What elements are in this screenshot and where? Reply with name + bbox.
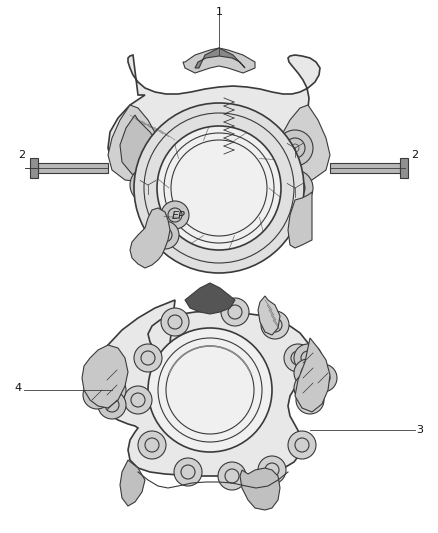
Polygon shape xyxy=(288,192,312,248)
Circle shape xyxy=(288,431,316,459)
Circle shape xyxy=(174,458,202,486)
Circle shape xyxy=(309,364,337,392)
Circle shape xyxy=(157,126,281,250)
Circle shape xyxy=(296,386,324,414)
Polygon shape xyxy=(108,55,320,247)
Circle shape xyxy=(134,103,304,273)
Circle shape xyxy=(284,344,312,372)
Circle shape xyxy=(261,311,289,339)
Circle shape xyxy=(83,381,111,409)
Circle shape xyxy=(98,391,126,419)
Text: 4: 4 xyxy=(14,383,21,393)
Text: EP: EP xyxy=(172,211,186,221)
Circle shape xyxy=(294,359,322,387)
Polygon shape xyxy=(38,163,108,173)
Circle shape xyxy=(151,221,179,249)
Text: 1: 1 xyxy=(215,7,223,17)
Text: 3: 3 xyxy=(417,425,424,435)
Polygon shape xyxy=(258,296,280,335)
Polygon shape xyxy=(120,460,145,506)
Polygon shape xyxy=(263,105,330,182)
Polygon shape xyxy=(30,158,38,178)
Polygon shape xyxy=(82,345,128,408)
Polygon shape xyxy=(108,105,175,182)
Text: 2: 2 xyxy=(411,150,419,160)
Circle shape xyxy=(130,167,166,203)
Polygon shape xyxy=(400,158,408,178)
Polygon shape xyxy=(295,338,330,412)
Circle shape xyxy=(98,361,126,389)
Circle shape xyxy=(138,431,166,459)
Circle shape xyxy=(134,344,162,372)
Polygon shape xyxy=(330,163,400,173)
Circle shape xyxy=(277,130,313,166)
Circle shape xyxy=(98,376,126,404)
Polygon shape xyxy=(183,48,255,73)
Circle shape xyxy=(258,456,286,484)
Circle shape xyxy=(294,374,322,402)
Circle shape xyxy=(221,298,249,326)
Circle shape xyxy=(294,344,322,372)
Polygon shape xyxy=(120,115,168,178)
Polygon shape xyxy=(90,300,310,476)
Circle shape xyxy=(161,308,189,336)
Polygon shape xyxy=(130,208,170,268)
Circle shape xyxy=(161,201,189,229)
Polygon shape xyxy=(195,48,245,68)
Circle shape xyxy=(218,462,246,490)
Circle shape xyxy=(148,328,272,452)
Text: 2: 2 xyxy=(18,150,25,160)
Circle shape xyxy=(124,386,152,414)
Polygon shape xyxy=(185,283,235,314)
Circle shape xyxy=(277,170,313,206)
Polygon shape xyxy=(240,468,280,510)
